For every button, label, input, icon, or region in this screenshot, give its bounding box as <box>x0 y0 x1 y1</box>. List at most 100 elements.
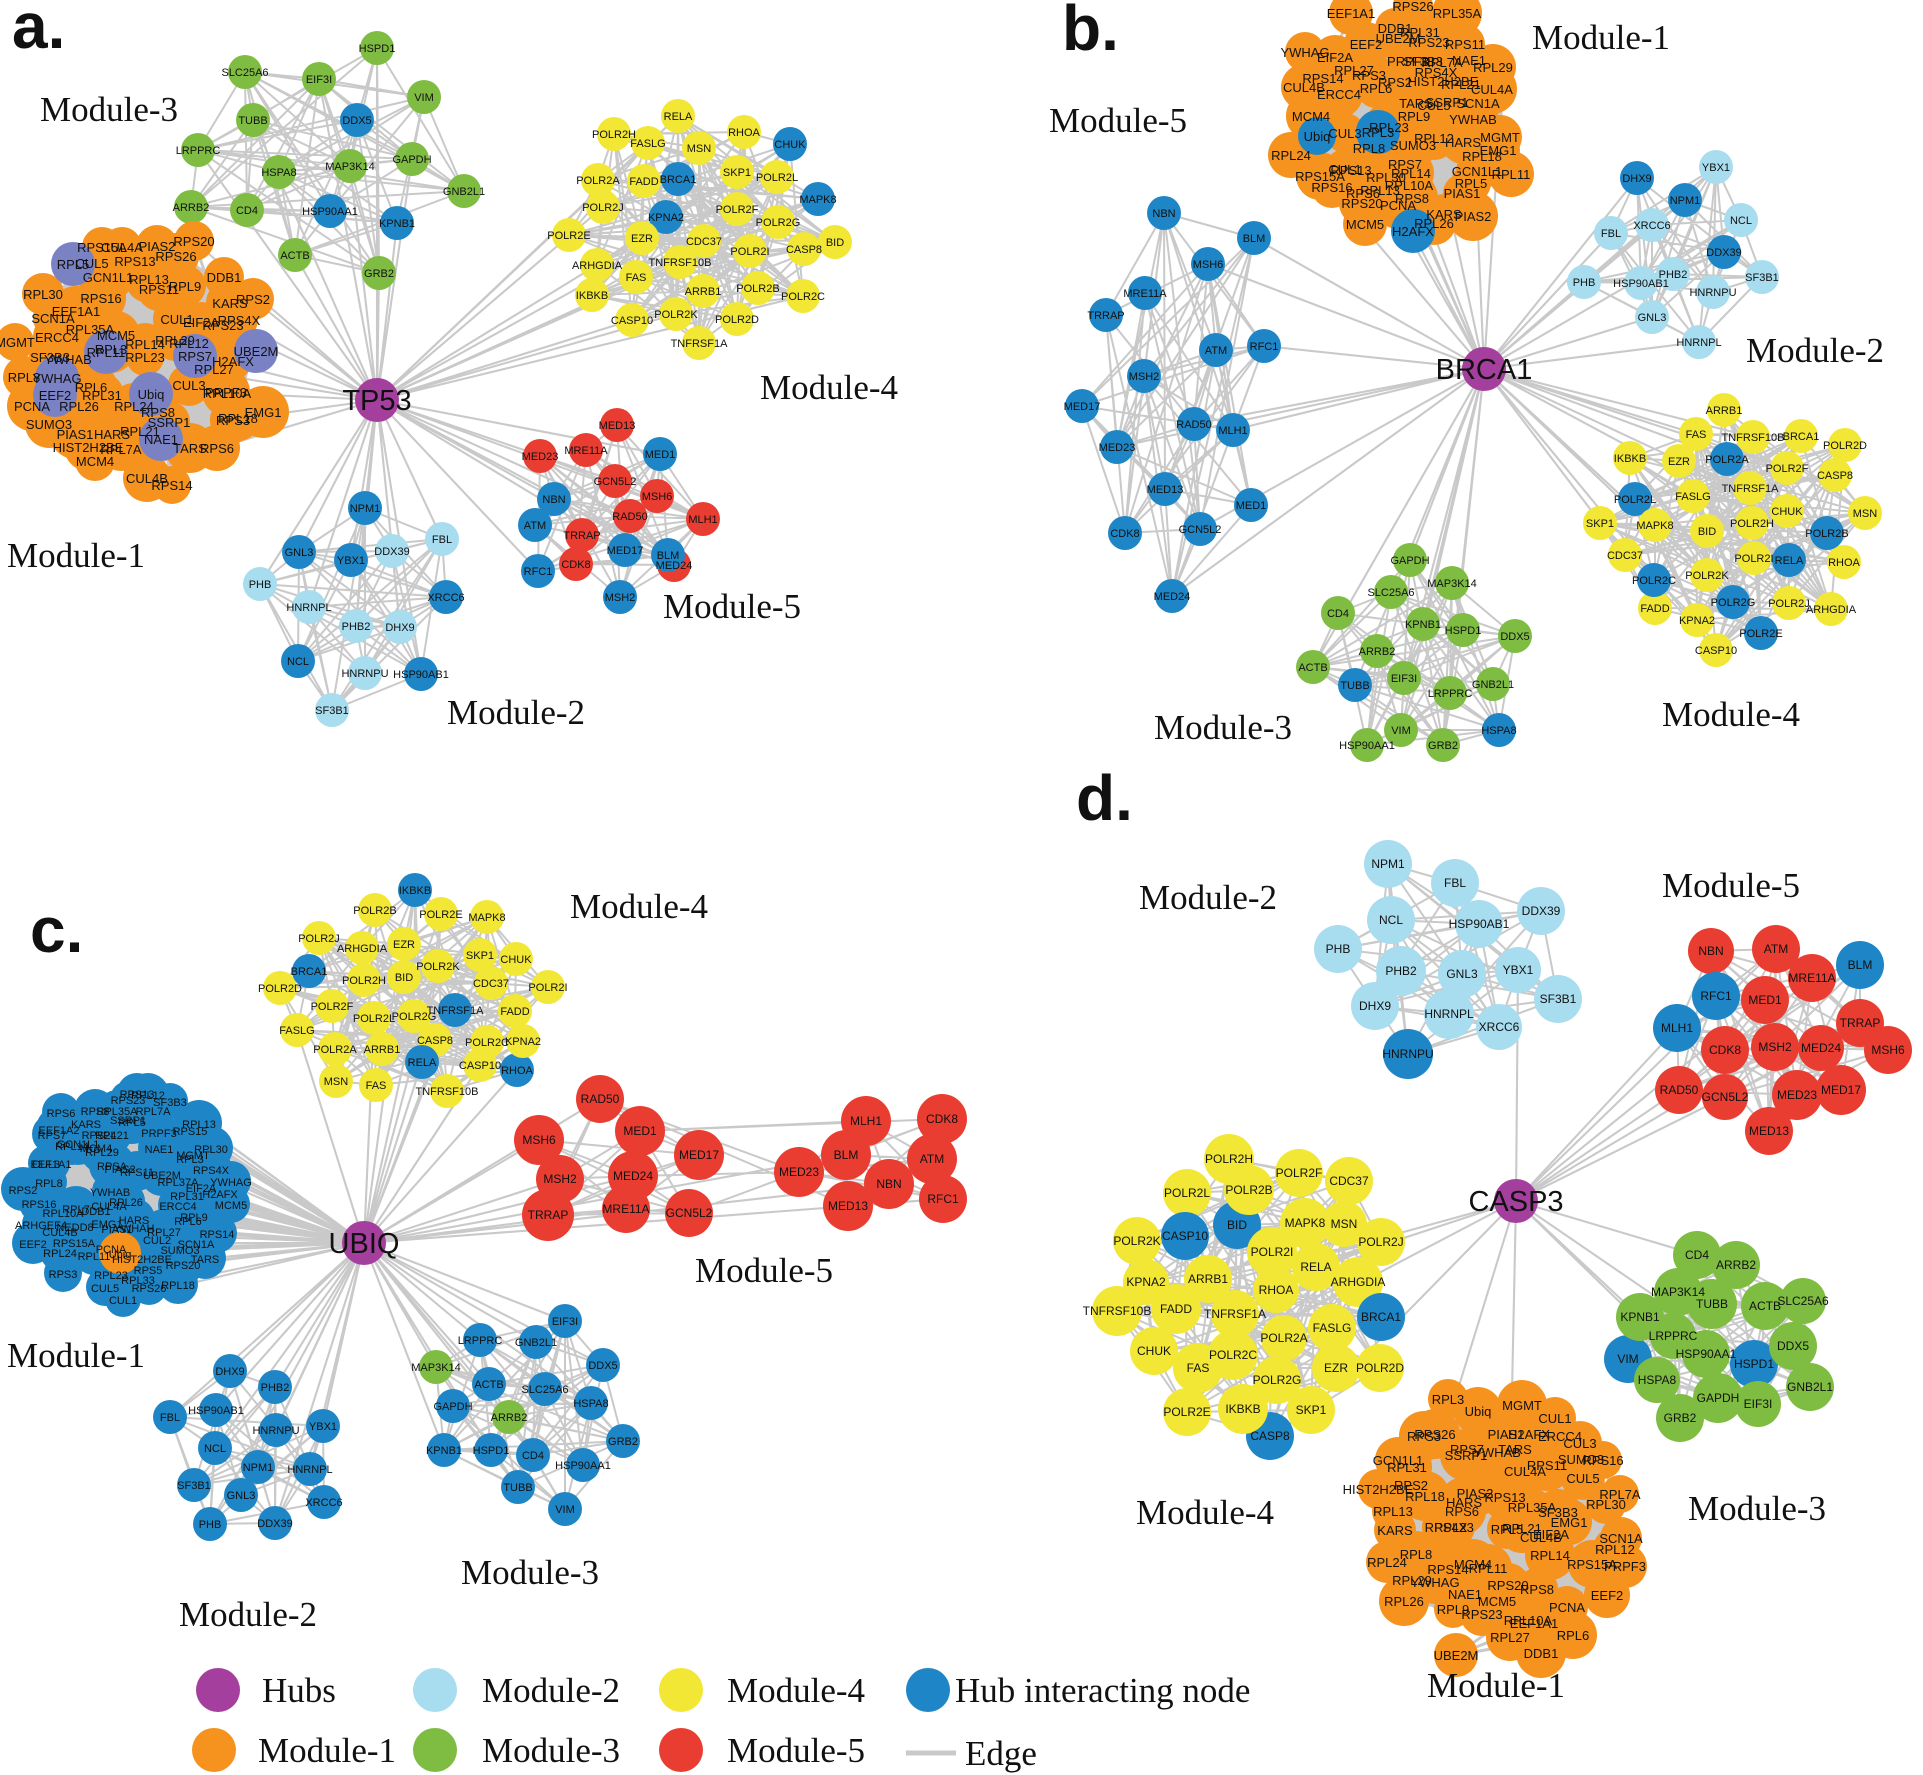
svg-text:EIF3I: EIF3I <box>306 74 332 86</box>
svg-text:ACTB: ACTB <box>280 250 309 262</box>
svg-text:DDX5: DDX5 <box>588 1360 617 1372</box>
svg-text:FADD: FADD <box>629 176 658 188</box>
svg-text:CUL5: CUL5 <box>1566 1471 1599 1486</box>
svg-text:RPSA: RPSA <box>97 1161 128 1173</box>
svg-text:MLH1: MLH1 <box>1218 425 1247 437</box>
svg-text:TNFRSF1A: TNFRSF1A <box>671 338 729 350</box>
svg-text:FASLG: FASLG <box>1313 1321 1352 1335</box>
svg-text:RPL12: RPL12 <box>131 1090 165 1102</box>
svg-text:SF3B3: SF3B3 <box>1538 1505 1578 1520</box>
svg-text:EMG1: EMG1 <box>1551 1515 1588 1530</box>
svg-text:RPL9: RPL9 <box>1437 1602 1470 1617</box>
svg-text:BLM: BLM <box>1848 958 1873 972</box>
svg-text:UBIQ: UBIQ <box>329 1228 400 1260</box>
svg-text:CUL4B: CUL4B <box>1283 80 1325 95</box>
svg-text:NAE1: NAE1 <box>145 1144 174 1156</box>
svg-text:LRPPRC: LRPPRC <box>176 145 221 157</box>
svg-text:PCNA: PCNA <box>1549 1600 1585 1615</box>
svg-text:EIF2A: EIF2A <box>1317 50 1353 65</box>
svg-text:SSRP1: SSRP1 <box>1445 1448 1488 1463</box>
svg-text:ARRB1: ARRB1 <box>1188 1272 1228 1286</box>
svg-text:HNRNPU: HNRNPU <box>252 1425 299 1437</box>
svg-text:POLR2J: POLR2J <box>298 933 340 945</box>
svg-text:BLM: BLM <box>834 1148 859 1162</box>
svg-text:EEF1A1: EEF1A1 <box>1510 1616 1558 1631</box>
svg-text:EEF1A1: EEF1A1 <box>31 1159 72 1171</box>
svg-text:RPL27: RPL27 <box>1334 63 1374 78</box>
svg-text:POLR2C: POLR2C <box>781 291 825 303</box>
svg-text:Module-3: Module-3 <box>40 90 178 129</box>
svg-text:POLR2D: POLR2D <box>1823 440 1867 452</box>
svg-text:RPL13: RPL13 <box>129 272 169 287</box>
svg-text:RPS3: RPS3 <box>216 413 250 428</box>
svg-text:CHUK: CHUK <box>500 954 532 966</box>
svg-text:RELA: RELA <box>1300 1260 1331 1274</box>
svg-text:MCM4: MCM4 <box>1292 109 1330 124</box>
svg-text:H2AFX: H2AFX <box>212 354 254 369</box>
svg-text:XRCC6: XRCC6 <box>1479 1020 1520 1034</box>
svg-text:GCN5L2: GCN5L2 <box>1702 1090 1749 1104</box>
svg-text:SSRP1: SSRP1 <box>148 415 191 430</box>
svg-text:RPS16: RPS16 <box>80 291 121 306</box>
svg-text:FASLG: FASLG <box>1675 491 1710 503</box>
svg-text:KPNA2: KPNA2 <box>648 212 684 224</box>
svg-text:a.: a. <box>12 0 65 62</box>
svg-text:RPL7A: RPL7A <box>136 1106 172 1118</box>
svg-text:RPL27: RPL27 <box>147 1227 181 1239</box>
svg-text:YWHAG: YWHAG <box>1410 1575 1459 1590</box>
svg-text:GNL3: GNL3 <box>1446 967 1478 981</box>
svg-text:Ubiq: Ubiq <box>138 387 165 402</box>
svg-text:DDX39: DDX39 <box>257 1518 292 1530</box>
svg-text:POLR2H: POLR2H <box>342 975 386 987</box>
svg-text:MSN: MSN <box>1331 1217 1358 1231</box>
svg-text:Module-1: Module-1 <box>1427 1666 1565 1705</box>
svg-text:RPL21: RPL21 <box>95 1130 129 1142</box>
svg-text:IKBKB: IKBKB <box>399 885 431 897</box>
svg-text:DDX5: DDX5 <box>342 115 371 127</box>
svg-text:RAD50: RAD50 <box>1176 419 1211 431</box>
svg-text:SLC25A6: SLC25A6 <box>1367 587 1414 599</box>
svg-text:RPS23: RPS23 <box>111 1095 146 1107</box>
svg-text:SF3B3: SF3B3 <box>1403 54 1443 69</box>
svg-text:MAPK8: MAPK8 <box>799 194 836 206</box>
svg-text:RPL7: RPL7 <box>62 1204 90 1216</box>
svg-text:RPL31: RPL31 <box>170 1191 204 1203</box>
svg-text:KARS: KARS <box>71 1119 101 1131</box>
svg-text:GRB2: GRB2 <box>1664 1411 1697 1425</box>
svg-text:RPS16: RPS16 <box>1311 180 1352 195</box>
svg-text:RPS24: RPS24 <box>82 1130 117 1142</box>
svg-text:SKP1: SKP1 <box>1586 518 1614 530</box>
svg-text:RPL30: RPL30 <box>1586 1497 1626 1512</box>
svg-text:RPL23: RPL23 <box>94 1270 128 1282</box>
svg-text:EIF3I: EIF3I <box>1391 673 1417 685</box>
svg-text:RPL24: RPL24 <box>43 1248 77 1260</box>
svg-text:POLR2I: POLR2I <box>528 982 567 994</box>
svg-text:MED13: MED13 <box>599 420 636 432</box>
svg-text:RPS2: RPS2 <box>9 1185 38 1197</box>
svg-text:Hubs: Hubs <box>262 1671 336 1710</box>
svg-text:IKBKB: IKBKB <box>576 290 608 302</box>
svg-text:RPL11: RPL11 <box>87 345 126 360</box>
svg-text:SCN1A: SCN1A <box>1599 1531 1643 1546</box>
svg-text:RELA: RELA <box>1775 555 1804 567</box>
svg-text:MSN: MSN <box>324 1076 349 1088</box>
svg-text:SSRP1: SSRP1 <box>110 1115 146 1127</box>
svg-text:MED13: MED13 <box>1147 484 1184 496</box>
svg-text:RPS3: RPS3 <box>49 1269 78 1281</box>
svg-text:POLR2B: POLR2B <box>353 905 396 917</box>
svg-text:UBE2M: UBE2M <box>143 1170 181 1182</box>
svg-text:RPS7: RPS7 <box>178 349 212 364</box>
svg-text:EMG1: EMG1 <box>245 405 282 420</box>
svg-text:RPL5: RPL5 <box>118 1117 146 1129</box>
svg-text:HSPD1: HSPD1 <box>1734 1357 1774 1371</box>
svg-text:BRCA1: BRCA1 <box>1783 431 1820 443</box>
svg-text:H2AFX: H2AFX <box>1392 224 1434 239</box>
svg-text:RHOA: RHOA <box>728 127 760 139</box>
svg-text:RHOA: RHOA <box>1828 557 1860 569</box>
svg-text:SF3B1: SF3B1 <box>1745 272 1779 284</box>
svg-text:POLR2B: POLR2B <box>736 283 779 295</box>
svg-text:SUMO3: SUMO3 <box>1558 1452 1604 1467</box>
svg-text:CD4: CD4 <box>236 205 258 217</box>
svg-text:EMG1: EMG1 <box>91 1219 122 1231</box>
svg-text:CASP8: CASP8 <box>786 244 822 256</box>
